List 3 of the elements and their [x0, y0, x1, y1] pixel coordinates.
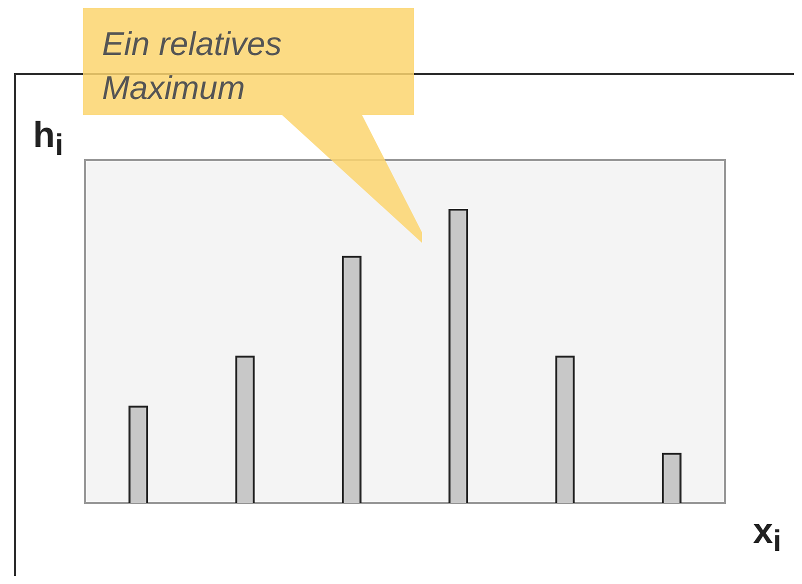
x-axis-title: x$_{i}$ — [753, 510, 782, 560]
text: Ein relatives Maximum — [102, 24, 283, 108]
y-axis-title: h$_{i}$ — [33, 114, 64, 164]
